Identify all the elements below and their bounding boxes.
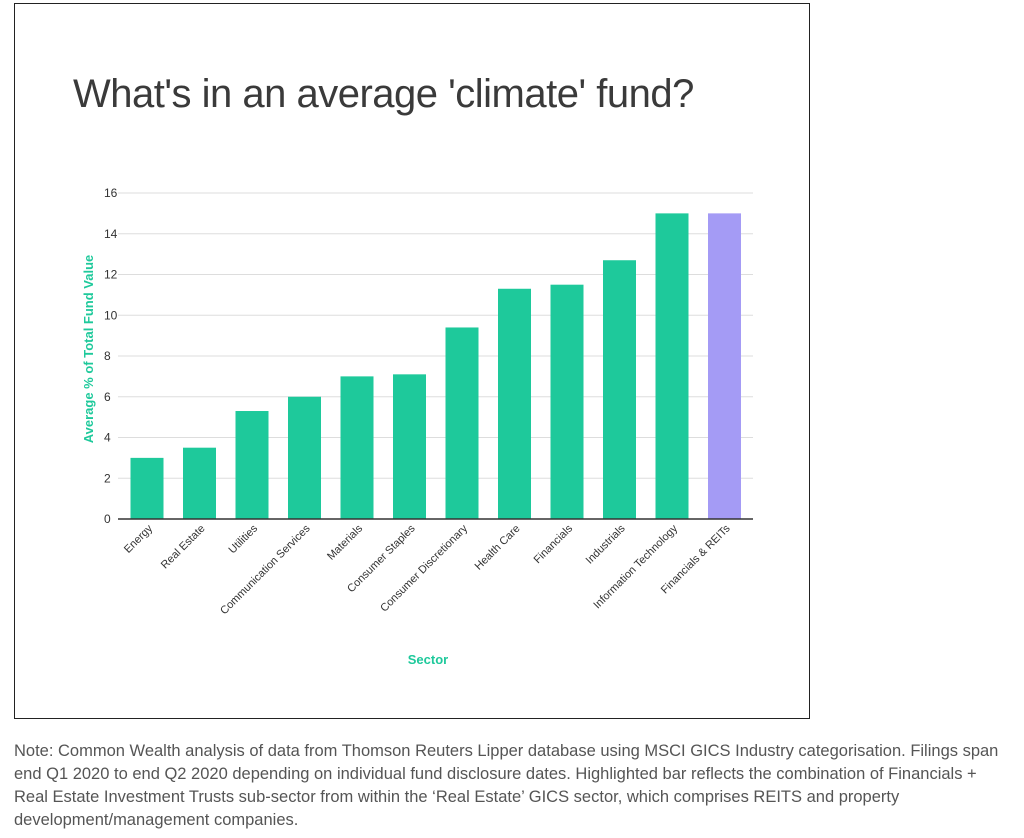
chart-title: What's in an average 'climate' fund? (73, 72, 694, 116)
x-tick-label: Industrials (584, 522, 628, 566)
bar-health-care (498, 288, 531, 519)
x-tick-label: Materials (325, 522, 365, 562)
y-tick-label: 8 (104, 349, 111, 363)
x-tick-label: Consumer Discretionary (378, 522, 470, 614)
bar-utilities (235, 411, 269, 519)
bar-industrials (603, 260, 636, 519)
bar-consumer-staples (393, 374, 426, 519)
bar-information-technology (655, 213, 689, 519)
y-tick-label: 14 (104, 227, 118, 241)
bar-consumer-discretionary (445, 327, 479, 519)
y-axis-title: Average % of Total Fund Value (81, 255, 96, 444)
y-tick-label: 6 (104, 390, 111, 404)
chart-frame: What's in an average 'climate' fund? 0 2 4… (14, 3, 810, 719)
x-tick-label: Information Technology (591, 522, 680, 611)
bar-financials (550, 284, 584, 519)
chart-note: Note: Common Wealth analysis of data fro… (14, 742, 999, 829)
y-tick-label: 4 (104, 431, 111, 445)
bar-communication-services (288, 396, 321, 519)
x-tick-label: Health Care (473, 523, 523, 573)
x-tick-label: Utilities (227, 522, 261, 556)
bar-real-estate (183, 447, 216, 519)
bar-energy (130, 457, 164, 519)
y-tick-label: 0 (104, 512, 111, 526)
x-tick-label: Financials (532, 522, 576, 566)
x-axis-title: Sector (408, 652, 448, 667)
bar-materials (340, 376, 374, 519)
x-tick-label: Energy (122, 522, 155, 555)
y-tick-label: 2 (104, 471, 111, 485)
x-tick-label: Communication Services (218, 522, 313, 617)
y-tick-label: 10 (104, 308, 118, 322)
bar-financials-reits (708, 213, 741, 519)
x-tick-label: Real Estate (159, 523, 208, 572)
y-tick-label: 16 (104, 186, 118, 200)
y-tick-label: 12 (104, 268, 118, 282)
